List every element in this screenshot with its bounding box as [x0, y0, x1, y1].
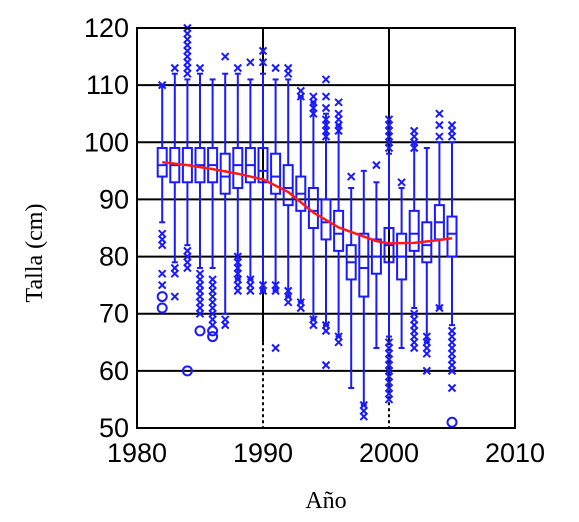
x-tick-2010: 2010	[485, 438, 545, 468]
outlier-x-1999-0	[372, 160, 381, 170]
outlier-x-1988-7	[233, 286, 243, 296]
outlier-x-1982-3	[157, 240, 167, 250]
outlier-o-1986-1	[207, 331, 219, 343]
outlier-x-1998-2	[359, 412, 369, 421]
y-tick-60: 60	[99, 356, 129, 386]
outlier-x-1996-0	[334, 98, 343, 107]
plot-frame	[136, 27, 516, 429]
outlier-x-1995-1	[321, 92, 331, 101]
outlier-x-2002-10	[409, 343, 419, 353]
box-2005	[446, 215, 458, 258]
box-1987	[219, 152, 231, 195]
outlier-x-1993-1	[296, 92, 306, 101]
outlier-x-1994-3	[309, 109, 318, 118]
outlier-x-2002-3	[409, 143, 419, 153]
outlier-x-1988-0	[233, 63, 243, 73]
x-tick-1990: 1990	[233, 438, 293, 468]
outlier-x-1995-2	[321, 103, 331, 113]
outlier-x-1984-8	[183, 69, 192, 78]
box-1991	[270, 152, 282, 195]
outlier-x-1995-9	[321, 360, 331, 370]
outlier-x-2000-16	[384, 395, 394, 404]
outlier-x-1991-0	[271, 63, 280, 73]
x-tick-1980: 1980	[107, 438, 167, 468]
box-series	[156, 72, 458, 407]
trend-line	[162, 161, 453, 245]
outlier-x-1990-1	[258, 58, 268, 67]
outlier-o-1984-0	[181, 365, 193, 377]
y-tick-90: 90	[99, 184, 129, 214]
outlier-x-2004-0	[435, 109, 444, 118]
y-tick-80: 80	[99, 242, 129, 272]
outlier-x-1990-3	[258, 286, 268, 296]
outlier-x-2004-1	[435, 120, 444, 130]
outlier-x-2003-3	[422, 349, 432, 358]
outlier-o-1982-1	[156, 302, 168, 314]
tick-labels: 50 60 70 80 90 100 110 120 1980 1990 2000 2010	[84, 13, 545, 468]
outlier-x-2004-2	[435, 132, 444, 141]
outlier-x-2004-3	[435, 303, 444, 313]
outlier-x-1995-0	[321, 75, 331, 84]
y-tick-50: 50	[99, 413, 129, 443]
box-1995	[320, 198, 332, 241]
outlier-x-2005-11	[447, 383, 457, 393]
box-1994	[307, 187, 319, 229]
box-2002	[408, 209, 420, 252]
outlier-x-1994-5	[309, 320, 318, 330]
outlier-x-1982-4	[157, 269, 167, 278]
outlier-x-1983-3	[170, 292, 180, 301]
outlier-x-1982-0	[157, 80, 167, 90]
box-1992	[282, 164, 294, 207]
x-axis-title: Año	[305, 488, 346, 514]
outlier-o-2005-0	[446, 416, 458, 428]
outlier-o-1985-0	[194, 325, 206, 337]
outlier-x-1985-8	[195, 309, 205, 318]
outlier-x-1987-0	[220, 52, 230, 61]
trend-line-layer	[162, 161, 453, 245]
outlier-x-2001-0	[397, 178, 406, 187]
grid-lines	[137, 28, 515, 428]
outlier-x-1991-2	[271, 286, 280, 296]
outlier-x-2005-2	[447, 132, 457, 141]
outlier-o-1986-0	[207, 325, 219, 337]
outlier-x-1990-0	[258, 46, 268, 56]
outlier-markers	[156, 23, 458, 428]
box-1988	[232, 147, 244, 189]
outlier-x-1995-8	[321, 326, 331, 336]
y-tick-120: 120	[84, 13, 129, 43]
outlier-x-1982-5	[157, 280, 167, 290]
outlier-x-2000-5	[384, 143, 394, 153]
y-tick-110: 110	[86, 70, 129, 100]
y-tick-100: 100	[84, 127, 129, 157]
outlier-x-1984-12	[183, 263, 192, 273]
outlier-x-1992-4	[283, 298, 293, 307]
outlier-x-1993-3	[296, 303, 306, 313]
outlier-x-1995-6	[321, 132, 331, 141]
outlier-x-1996-6	[334, 338, 343, 347]
box-1990	[257, 147, 269, 184]
outlier-x-1983-2	[170, 269, 180, 278]
outlier-x-1989-3	[246, 286, 255, 296]
outlier-x-1987-2	[220, 320, 230, 330]
outlier-x-1989-0	[246, 58, 255, 67]
outlier-x-1991-3	[271, 343, 280, 353]
outlier-x-2003-4	[422, 366, 432, 376]
outlier-x-1997-0	[346, 172, 356, 181]
outlier-x-1985-0	[195, 63, 205, 73]
outlier-x-1996-4	[334, 126, 343, 136]
box-1998	[358, 232, 370, 298]
x-tick-2000: 2000	[359, 438, 419, 468]
y-tick-70: 70	[99, 299, 129, 329]
outlier-o-1982-0	[156, 291, 168, 303]
outlier-x-2005-10	[447, 366, 457, 376]
box-1996	[333, 209, 345, 252]
outlier-x-1983-0	[170, 63, 180, 73]
outlier-x-1992-1	[283, 69, 293, 78]
y-axis-title: Talla (cm)	[22, 204, 48, 303]
